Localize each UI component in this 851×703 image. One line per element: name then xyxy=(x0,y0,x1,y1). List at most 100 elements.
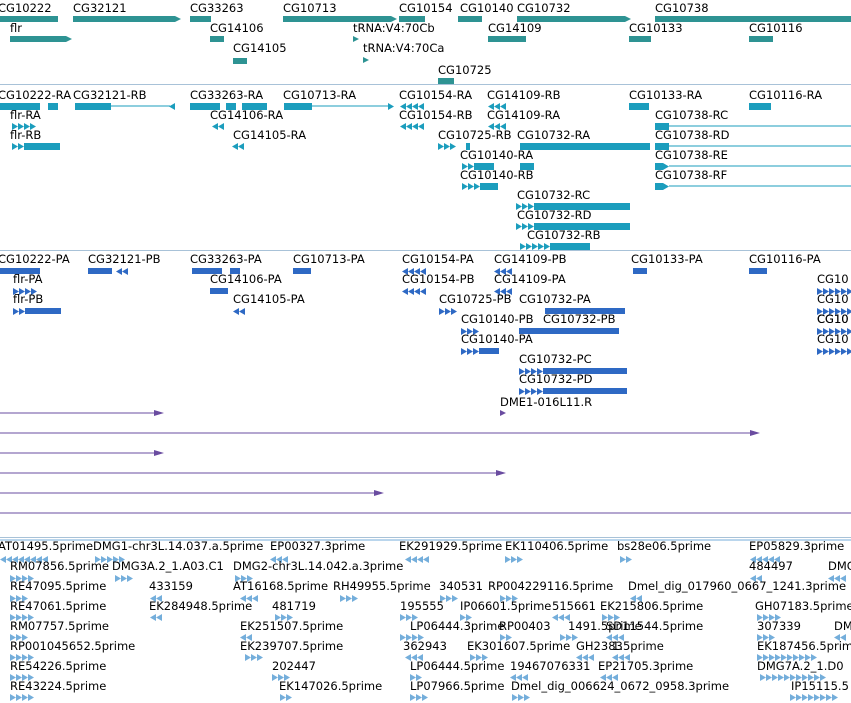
est-track-label[interactable]: RM07757.5prime xyxy=(10,619,109,633)
protein-track-label[interactable]: CG10732-PC xyxy=(519,352,592,366)
protein-track-label[interactable]: CG10 xyxy=(817,272,849,286)
gene-bar[interactable] xyxy=(190,16,211,22)
feature-bar[interactable] xyxy=(543,388,627,394)
gene-bar[interactable] xyxy=(517,16,625,22)
feature-bar[interactable] xyxy=(242,103,267,110)
est-track-label[interactable]: EK110406.5prime xyxy=(505,539,609,553)
protein-track-label[interactable]: CG10725-PB xyxy=(439,292,512,306)
est-track-label[interactable]: LP06444.5prime xyxy=(410,659,505,673)
transcript-track-label[interactable]: CG10133-RA xyxy=(629,88,703,102)
protein-track-label[interactable]: CG10133-PA xyxy=(631,252,703,266)
protein-track-label[interactable]: CG10116-PA xyxy=(749,252,821,266)
feature-bar[interactable] xyxy=(633,268,647,274)
feature-bar[interactable] xyxy=(25,308,61,314)
gene-bar[interactable] xyxy=(488,36,526,42)
est-track-label[interactable]: Dmel_dig_017960_0667_1241.3prime xyxy=(628,579,847,593)
est-track-label[interactable]: 515661 xyxy=(552,599,596,613)
feature-bar[interactable] xyxy=(655,123,669,130)
protein-track-label[interactable]: CG10140-PB xyxy=(461,312,534,326)
protein-track-label[interactable]: CG10154-PA xyxy=(402,252,474,266)
protein-track-label[interactable]: CG10732-PB xyxy=(543,312,616,326)
feature-bar[interactable] xyxy=(543,368,627,374)
gene-bar[interactable] xyxy=(10,36,66,42)
gene-track-label[interactable]: CG32121 xyxy=(73,1,127,15)
gene-bar[interactable] xyxy=(458,16,482,22)
transcript-track-label[interactable]: CG14109-RB xyxy=(487,88,561,102)
est-track-label[interactable]: bs28e06.5prime xyxy=(617,539,712,553)
feature-bar[interactable] xyxy=(545,308,625,314)
gene-track-label[interactable]: CG10732 xyxy=(517,1,571,15)
est-track-label[interactable]: LP07966.5prime xyxy=(410,679,505,693)
transcript-track-label[interactable]: CG10732-RB xyxy=(527,228,601,242)
feature-bar[interactable] xyxy=(520,163,534,170)
gene-bar[interactable] xyxy=(210,36,224,42)
est-track-label[interactable]: 195555 xyxy=(400,599,444,613)
feature-bar[interactable] xyxy=(749,268,767,274)
feature-bar[interactable] xyxy=(655,143,669,150)
est-track-label[interactable]: DMG7A.2_1.D0 xyxy=(757,659,844,673)
protein-track-label[interactable]: CG14109-PB xyxy=(494,252,567,266)
transcript-track-label[interactable]: CG10222-RA xyxy=(0,88,72,102)
est-track-label[interactable]: EK215806.5prime xyxy=(600,599,704,613)
transcript-track-label[interactable]: CG10713-RA xyxy=(283,88,357,102)
feature-bar[interactable] xyxy=(655,183,663,190)
protein-track-label[interactable]: CG10 xyxy=(817,312,849,326)
feature-bar[interactable] xyxy=(48,103,58,110)
gene-bar[interactable] xyxy=(283,16,391,22)
gene-track-label[interactable]: CG10140 xyxy=(460,1,514,15)
gene-track-label[interactable]: CG10133 xyxy=(629,21,683,35)
protein-track-label[interactable]: CG10222-PA xyxy=(0,252,70,266)
feature-bar[interactable] xyxy=(655,163,663,170)
feature-bar[interactable] xyxy=(519,328,619,334)
transcript-track-label[interactable]: CG10732-RC xyxy=(517,188,591,202)
est-track-label[interactable]: EK147026.5prime xyxy=(279,679,383,693)
est-track-label[interactable]: 19467076331 xyxy=(510,659,591,673)
feature-bar[interactable] xyxy=(466,143,470,150)
protein-track-label[interactable]: flr-PA xyxy=(13,272,43,286)
est-track-label[interactable]: RM07856.5prime xyxy=(10,559,109,573)
est-track-label[interactable]: RE54226.5prime xyxy=(10,659,107,673)
est-track-label[interactable]: RH49955.5prime xyxy=(333,579,431,593)
est-track-label[interactable]: DM xyxy=(834,619,851,633)
protein-track-label[interactable]: CG10 xyxy=(817,332,849,346)
gene-bar[interactable] xyxy=(749,36,773,42)
feature-bar[interactable] xyxy=(210,288,228,294)
est-track-label[interactable]: GH07183.5prime xyxy=(755,599,851,613)
protein-track-label[interactable]: CG14106-PA xyxy=(210,272,282,286)
transcript-track-label[interactable]: CG14109-RA xyxy=(487,108,561,122)
gene-track-label[interactable]: CG14106 xyxy=(210,21,264,35)
protein-track-label[interactable]: CG33263-PA xyxy=(190,252,262,266)
protein-track-label[interactable]: CG14109-PA xyxy=(494,272,566,286)
transcript-track-label[interactable]: CG10738-RD xyxy=(655,128,730,142)
gene-track-label[interactable]: CG14105 xyxy=(233,41,287,55)
protein-track-label[interactable]: CG10140-PA xyxy=(461,332,533,346)
transcript-track-label[interactable]: CG10738-RC xyxy=(655,108,729,122)
gene-track-label[interactable]: CG10154 xyxy=(399,1,453,15)
transcript-track-label[interactable]: CG10154-RA xyxy=(399,88,473,102)
protein-track-label[interactable]: CG10 xyxy=(817,312,849,326)
feature-bar[interactable] xyxy=(88,268,112,274)
gene-track-label[interactable]: CG33263 xyxy=(190,1,244,15)
transcript-track-label[interactable]: CG10140-RB xyxy=(460,168,534,182)
est-track-label[interactable]: RE47095.5prime xyxy=(10,579,107,593)
est-track-label[interactable]: EK284948.5prime xyxy=(149,599,253,613)
transcript-track-label[interactable]: CG10140-RA xyxy=(460,148,534,162)
gene-bar[interactable] xyxy=(233,58,247,64)
feature-bar[interactable] xyxy=(230,268,240,274)
gene-track-label[interactable]: tRNA:V4:70Cb xyxy=(353,21,435,35)
feature-bar[interactable] xyxy=(520,143,650,150)
transcript-track-label[interactable]: CG14106-RA xyxy=(210,108,284,122)
gene-bar[interactable] xyxy=(73,16,175,22)
gene-track-label[interactable]: CG10116 xyxy=(749,21,803,35)
est-track-label[interactable]: 481719 xyxy=(272,599,316,613)
protein-track-label[interactable]: flr-PB xyxy=(13,292,44,306)
feature-bar[interactable] xyxy=(534,223,630,230)
est-track-label[interactable]: LP06444.3prime xyxy=(410,619,505,633)
transcript-track-label[interactable]: CG10725-RB xyxy=(438,128,512,142)
protein-track-label[interactable]: CG10732-PA xyxy=(519,292,591,306)
feature-bar[interactable] xyxy=(629,103,649,110)
est-track-label[interactable]: RE43224.5prime xyxy=(10,679,107,693)
est-track-label[interactable]: EK239707.5prime xyxy=(240,639,344,653)
est-track-label[interactable]: Dmel_dig_006624_0672_0958.3prime xyxy=(511,679,730,693)
